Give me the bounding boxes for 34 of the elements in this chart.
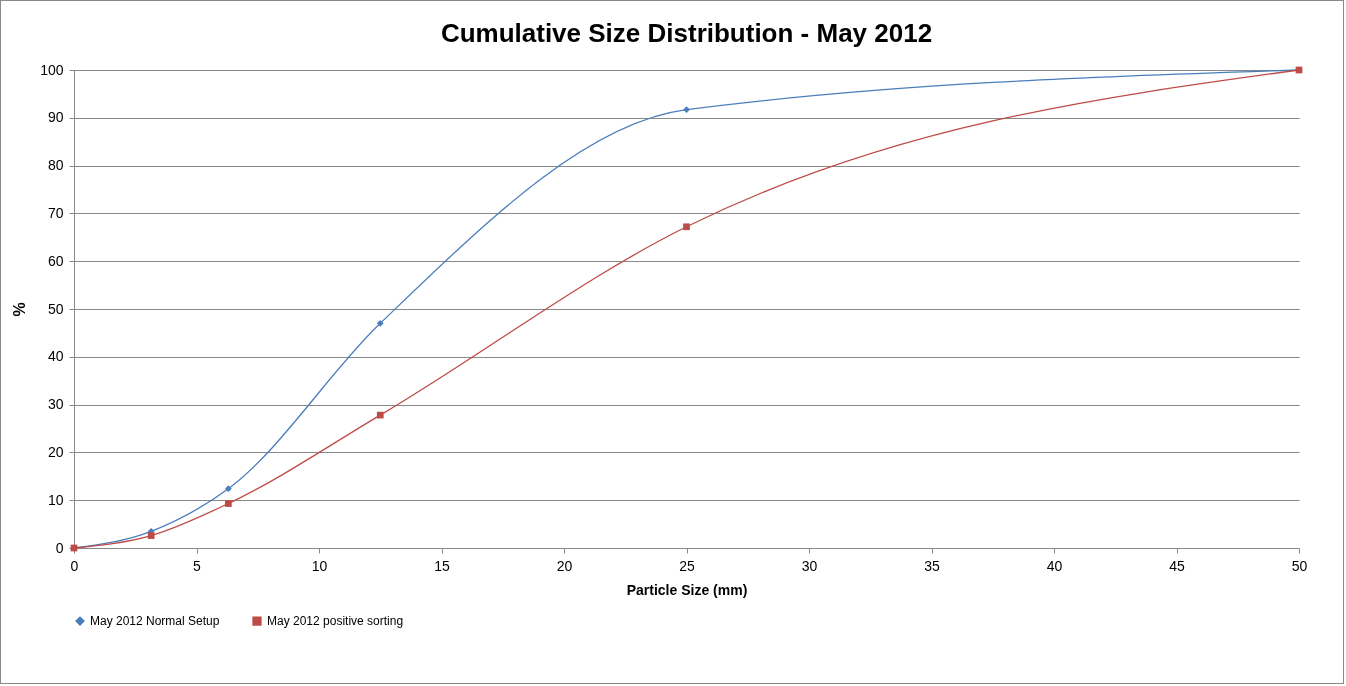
point — [683, 223, 690, 231]
x-tick-label: 35 — [924, 557, 940, 574]
y-tick-label: 10 — [47, 491, 64, 508]
y-tick-label: 50 — [47, 300, 64, 317]
legend-label: May 2012 Normal Setup — [90, 614, 220, 629]
y-tick-label: 0 — [55, 539, 64, 556]
x-tick-label: 20 — [556, 557, 573, 574]
point — [376, 411, 384, 419]
x-tick-label: 40 — [1046, 557, 1063, 574]
y-tick-label: 70 — [47, 204, 64, 221]
point — [147, 532, 155, 539]
y-tick-label: 80 — [47, 157, 64, 174]
point — [225, 485, 232, 493]
x-tick-label: 0 — [70, 557, 79, 574]
x-axis-title: Particle Size (mm) — [626, 581, 748, 598]
y-tick-label: 100 — [40, 61, 64, 78]
y-tick-label: 30 — [47, 396, 64, 413]
x-tick-label: 45 — [1169, 557, 1185, 574]
point — [683, 106, 690, 114]
y-tick-label: 40 — [47, 348, 64, 365]
y-axis-title: % — [11, 302, 29, 317]
point — [376, 319, 384, 327]
chart-title: Cumulative Size Distribution - May 2012 — [440, 18, 933, 48]
y-tick-label: 60 — [47, 252, 64, 269]
point — [225, 500, 232, 507]
x-tick-label: 50 — [1291, 557, 1308, 574]
y-tick-label: 90 — [47, 109, 64, 126]
x-tick-label: 25 — [679, 557, 695, 574]
legend-label: May 2012 positive sorting — [267, 614, 404, 629]
x-tick-label: 15 — [434, 557, 450, 574]
x-tick-label: 5 — [193, 557, 202, 574]
x-tick-label: 10 — [311, 557, 328, 574]
y-tick-label: 20 — [47, 443, 64, 460]
x-tick-label: 30 — [801, 557, 818, 574]
